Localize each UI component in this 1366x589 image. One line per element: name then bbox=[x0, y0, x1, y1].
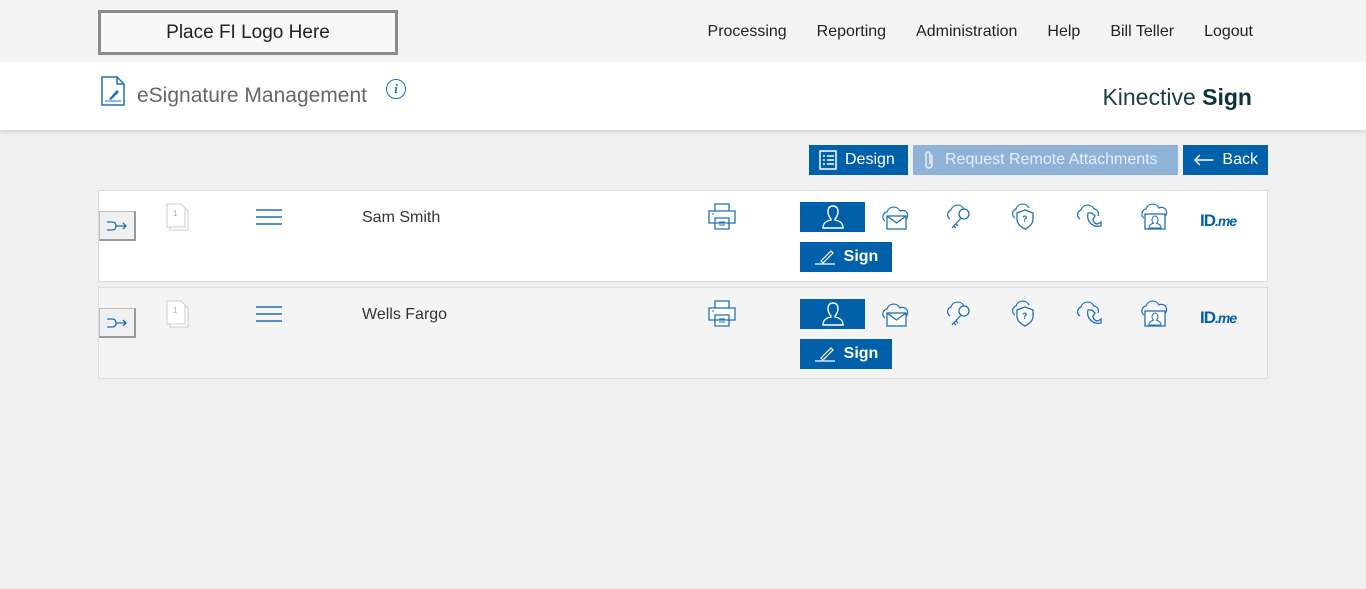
route-button[interactable] bbox=[99, 211, 136, 241]
brand-logo: Kinective Sign bbox=[1102, 84, 1252, 111]
design-label: Design bbox=[845, 151, 895, 168]
signer-row: 1 Wells Fargo ? ID.me Sign bbox=[98, 287, 1268, 379]
idme-label: ID bbox=[1200, 211, 1216, 230]
idme-button[interactable]: ID.me bbox=[1200, 211, 1237, 231]
in-person-button[interactable] bbox=[800, 299, 865, 329]
main-nav: Processing Reporting Administration Help… bbox=[708, 23, 1253, 41]
idme-suffix: .me bbox=[1215, 310, 1237, 326]
cloud-security-question-icon[interactable]: ? bbox=[1010, 203, 1038, 231]
printer-icon[interactable] bbox=[708, 203, 736, 230]
sign-label: Sign bbox=[843, 248, 879, 265]
brand-bold: Sign bbox=[1202, 84, 1252, 110]
paperclip-icon bbox=[925, 151, 933, 169]
cloud-video-icon[interactable] bbox=[1140, 203, 1168, 231]
route-arrow-icon bbox=[107, 317, 127, 328]
info-icon[interactable]: i bbox=[386, 79, 406, 99]
cloud-key-icon[interactable] bbox=[945, 300, 973, 328]
nav-help[interactable]: Help bbox=[1047, 23, 1081, 40]
request-remote-attachments-button[interactable]: Request Remote Attachments bbox=[913, 145, 1178, 175]
page-title: eSignature Management bbox=[137, 84, 367, 107]
route-arrow-icon bbox=[107, 220, 127, 231]
sign-button[interactable]: Sign bbox=[800, 242, 892, 272]
signer-row: 1 Sam Smith ? ID.me Sign bbox=[98, 190, 1268, 282]
page-count-icon: 1 bbox=[166, 203, 189, 231]
pen-icon bbox=[814, 250, 835, 265]
esignature-document-icon bbox=[101, 76, 125, 106]
back-label: Back bbox=[1222, 151, 1258, 168]
idme-button[interactable]: ID.me bbox=[1200, 308, 1237, 328]
cloud-video-icon[interactable] bbox=[1140, 300, 1168, 328]
idme-label: ID bbox=[1200, 308, 1216, 327]
page-number: 1 bbox=[173, 306, 178, 315]
sign-button[interactable]: Sign bbox=[800, 339, 892, 369]
idme-suffix: .me bbox=[1215, 213, 1237, 229]
page-number: 1 bbox=[173, 209, 178, 218]
logo-placeholder: Place FI Logo Here bbox=[98, 10, 398, 55]
svg-text:?: ? bbox=[1022, 311, 1028, 321]
route-button[interactable] bbox=[99, 308, 136, 338]
cloud-phone-icon[interactable] bbox=[1075, 300, 1103, 328]
nav-user[interactable]: Bill Teller bbox=[1110, 23, 1175, 40]
design-button[interactable]: Design bbox=[809, 145, 908, 175]
menu-icon[interactable] bbox=[256, 209, 282, 225]
signer-name: Wells Fargo bbox=[362, 306, 448, 323]
signer-name: Sam Smith bbox=[362, 209, 441, 226]
printer-icon[interactable] bbox=[708, 300, 736, 327]
nav-logout[interactable]: Logout bbox=[1204, 23, 1253, 40]
user-icon bbox=[821, 302, 844, 326]
cloud-key-icon[interactable] bbox=[945, 203, 973, 231]
cloud-email-icon[interactable] bbox=[881, 205, 909, 231]
nav-processing[interactable]: Processing bbox=[707, 23, 787, 40]
top-bar: Place FI Logo Here Processing Reporting … bbox=[0, 0, 1366, 62]
svg-text:?: ? bbox=[1022, 214, 1028, 224]
cloud-email-icon[interactable] bbox=[881, 302, 909, 328]
cloud-phone-icon[interactable] bbox=[1075, 203, 1103, 231]
request-label: Request Remote Attachments bbox=[945, 151, 1158, 168]
nav-reporting[interactable]: Reporting bbox=[816, 23, 887, 40]
title-band: eSignature Management i Kinective Sign bbox=[0, 62, 1366, 130]
back-button[interactable]: Back bbox=[1183, 145, 1268, 175]
page-count-icon: 1 bbox=[166, 300, 189, 328]
pen-icon bbox=[814, 347, 835, 362]
arrow-left-icon bbox=[1193, 154, 1214, 166]
in-person-button[interactable] bbox=[800, 202, 865, 232]
user-icon bbox=[821, 205, 844, 229]
list-icon bbox=[819, 150, 837, 170]
cloud-security-question-icon[interactable]: ? bbox=[1010, 300, 1038, 328]
menu-icon[interactable] bbox=[256, 306, 282, 322]
brand-light: Kinective bbox=[1102, 84, 1196, 110]
nav-administration[interactable]: Administration bbox=[916, 23, 1018, 40]
sign-label: Sign bbox=[843, 345, 879, 362]
